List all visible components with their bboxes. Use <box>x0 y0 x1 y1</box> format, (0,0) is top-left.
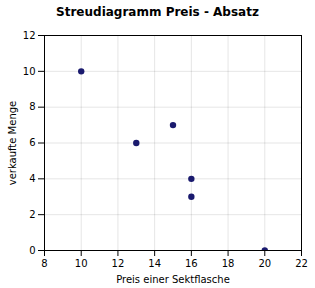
svg-text:4: 4 <box>29 173 35 184</box>
svg-text:18: 18 <box>222 258 235 269</box>
svg-text:Preis einer Sektflasche: Preis einer Sektflasche <box>116 274 230 285</box>
svg-text:10: 10 <box>75 258 88 269</box>
svg-text:6: 6 <box>29 137 35 148</box>
svg-text:12: 12 <box>23 30 36 41</box>
svg-text:14: 14 <box>148 258 161 269</box>
svg-text:12: 12 <box>112 258 125 269</box>
svg-text:2: 2 <box>29 209 35 220</box>
svg-text:20: 20 <box>258 258 271 269</box>
svg-text:0: 0 <box>29 245 35 256</box>
svg-text:verkaufte Menge: verkaufte Menge <box>7 101 18 185</box>
html-text:Streudiagramm Preis - Absatz: Streudiagramm Preis - Absatz <box>56 5 259 19</box>
svg-text:8: 8 <box>29 101 35 112</box>
svg-text:16: 16 <box>185 258 198 269</box>
svg-text:8: 8 <box>41 258 47 269</box>
svg-text:22: 22 <box>295 258 308 269</box>
svg-text:10: 10 <box>23 66 36 77</box>
